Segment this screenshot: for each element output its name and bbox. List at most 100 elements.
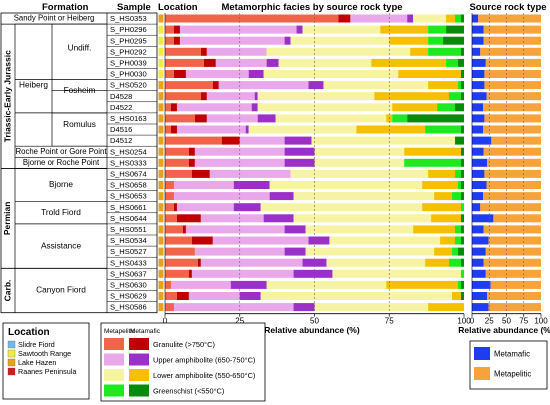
facies-bar-segment (458, 81, 462, 90)
facies-bar-segment (179, 25, 297, 34)
facies-bar-segment (422, 203, 462, 212)
facies-bar-segment (185, 70, 249, 78)
formation-label: Heiberg (19, 79, 48, 89)
facies-bar-segment (455, 169, 462, 178)
location-legend-swatch (7, 340, 16, 349)
facies-bar-segment (206, 47, 267, 56)
source-bar-segment (472, 303, 489, 312)
facies-legend: Metapelitic Metamafic Granulite (>750°C)… (100, 322, 266, 402)
source-bar-segment (483, 192, 541, 201)
facies-bar-segment (206, 114, 258, 123)
facies-bar-segment (422, 181, 459, 189)
source-bar-segment (472, 92, 487, 101)
source-bar-segment (490, 280, 541, 289)
facies-bar-segment (233, 181, 270, 189)
facies-bar-segment (266, 280, 387, 289)
source-bar-segment (487, 158, 541, 167)
facies-bar-segment (314, 147, 405, 156)
facies-bar-segment (290, 36, 390, 45)
facies-bar-segment (410, 47, 429, 56)
facies-bar-segment (437, 103, 456, 112)
facies-bar-segment (461, 203, 464, 212)
facies-bar-segment (165, 47, 201, 56)
facies-bar-segment (329, 236, 441, 245)
facies-bar-segment (305, 225, 414, 234)
location-swatch (158, 236, 164, 245)
facies-bar-segment (173, 203, 177, 212)
facies-bar-segment (461, 269, 464, 278)
facies-bar-segment (165, 70, 174, 78)
facies-bar-segment (356, 125, 426, 134)
facies-bar-segment (428, 47, 462, 56)
sample-label: S_PH0292 (110, 47, 147, 56)
sample-label: S_HS0630 (110, 280, 147, 289)
stratigraphy-table: Triassic-Early Jurassic Permian Carb. Sandy… (0, 12, 158, 314)
facies-bar-segment (269, 192, 294, 201)
source-bar-segment (472, 236, 489, 245)
facies-bar-segment (260, 203, 423, 212)
facies-bar-segment (461, 14, 464, 23)
facies-bar-segment (263, 214, 294, 223)
facies-bar-segment (165, 114, 195, 123)
source-bar-segment (478, 14, 541, 23)
legend-pelitic-swatch (104, 338, 124, 350)
source-bar-segment (483, 36, 541, 45)
location-swatch (158, 47, 164, 56)
facies-bar-segment (212, 236, 309, 245)
facies-tick-label: 25 (235, 317, 244, 326)
facies-bar-segment (221, 136, 240, 145)
facies-bar-segment (212, 81, 219, 90)
source-tick-label: 75 (519, 317, 528, 326)
location-swatch (158, 280, 164, 289)
facies-bar-segment (165, 36, 174, 45)
source-chart: 0 25 50 75 100 (470, 13, 548, 326)
location-swatch (158, 158, 164, 167)
facies-bar-segment (449, 92, 462, 101)
source-bar-segment (472, 158, 488, 167)
facies-bar-segment (308, 81, 324, 90)
sample-label: D4516 (110, 125, 132, 134)
facies-bar-segment (176, 292, 189, 300)
facies-bar-segment (434, 192, 453, 201)
source-bar-segment (472, 258, 484, 267)
facies-bar-segment (314, 158, 405, 167)
source-bar-segment (472, 203, 481, 212)
facies-bar-segment (165, 269, 189, 278)
source-bar-segment (484, 169, 541, 178)
facies-bar-segment (165, 225, 183, 234)
legend-mafic-swatch (129, 338, 149, 350)
facies-bar-segment (302, 25, 381, 34)
facies-bar-segment (440, 236, 456, 245)
facies-bar-segment (461, 280, 464, 289)
source-legend-label: Metapelitic (494, 370, 531, 379)
location-swatch (158, 225, 164, 234)
location-legend-swatch (7, 358, 16, 367)
facies-bar-segment (380, 25, 429, 34)
facies-bar-segment (200, 214, 264, 223)
facies-bar-segment (455, 236, 462, 245)
facies-bar-segment (218, 81, 309, 90)
legend-pelitic-swatch (104, 353, 124, 366)
facies-bar-segment (461, 236, 464, 245)
legend-facies-label: Upper amphibolite (650-750°C) (153, 356, 255, 365)
sample-label: S_HS0658 (110, 181, 147, 190)
facies-bar-segment (407, 14, 414, 23)
facies-bar-segment (215, 58, 267, 67)
facies-bar-segment (191, 269, 294, 278)
legend-mafic-swatch (129, 384, 149, 397)
facies-chart-title: Metamorphic facies by source rock type (221, 2, 402, 13)
facies-bar-segment (428, 36, 444, 45)
source-bar-segment (472, 247, 486, 256)
source-bar-segment (472, 125, 484, 134)
source-bar-segment (472, 36, 484, 45)
sample-label: S_PH0030 (110, 70, 147, 79)
facies-bar-segment (194, 147, 285, 156)
sample-label: S_HS0644 (110, 214, 147, 223)
facies-bar-segment (165, 25, 174, 34)
facies-bar-segment (239, 136, 285, 145)
facies-bar-segment (446, 14, 456, 23)
period-label: Triassic-Early Jurassic (2, 50, 12, 142)
facies-bar-segment (188, 269, 192, 278)
formation-label: Romulus (63, 119, 96, 129)
